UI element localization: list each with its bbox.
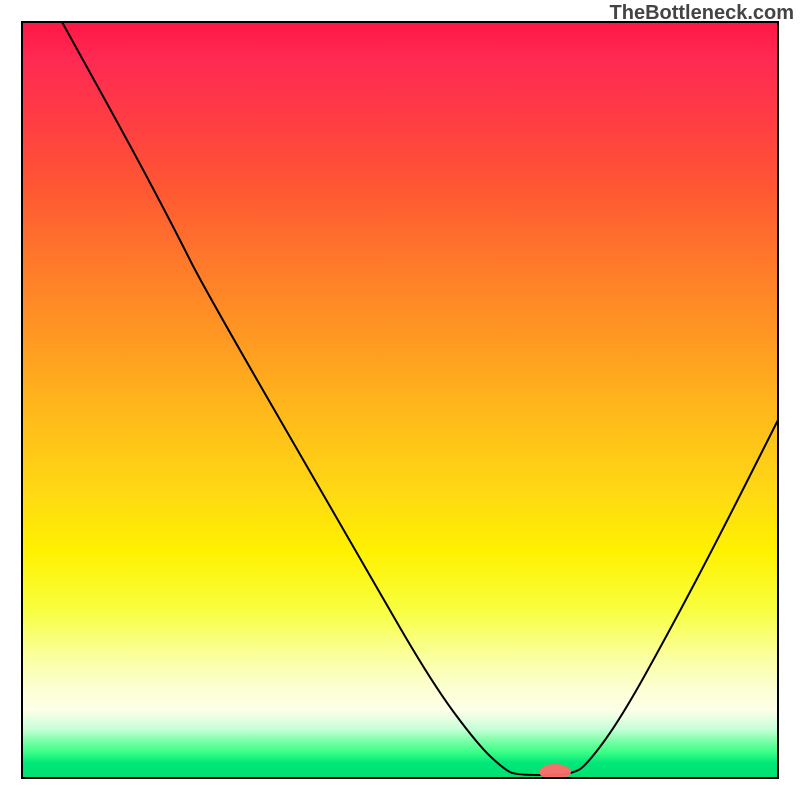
chart-background [22,22,778,778]
watermark-text: TheBottleneck.com [610,2,794,25]
chart-container: TheBottleneck.com [0,0,800,800]
bottleneck-chart [0,0,800,800]
